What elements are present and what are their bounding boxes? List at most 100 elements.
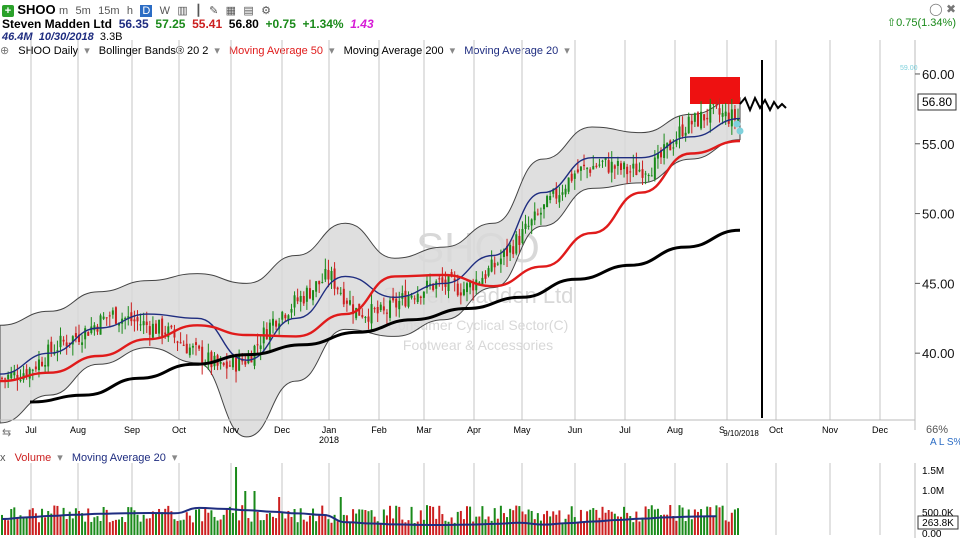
volume-bar xyxy=(373,516,376,535)
candle-body xyxy=(469,282,472,288)
candle-body xyxy=(675,139,678,145)
tf-5m[interactable]: 5m xyxy=(75,5,91,17)
volume-bar xyxy=(410,506,413,535)
volume-bar xyxy=(161,512,164,535)
tf-15m[interactable]: 15m xyxy=(98,5,120,17)
candle-body xyxy=(376,307,379,314)
date-marker-label: 9/10/2018 xyxy=(723,429,759,438)
chart-type-icon[interactable]: ▥ xyxy=(177,5,188,17)
volume-bar xyxy=(87,508,90,535)
candle-body xyxy=(56,350,59,352)
volume-bar xyxy=(118,519,121,535)
volume-bar xyxy=(623,506,626,535)
volume-bar xyxy=(348,521,351,535)
volume-bar xyxy=(145,518,148,535)
volume-bar xyxy=(730,512,733,535)
volume-bar xyxy=(253,491,256,535)
window-icons: ◯ ✖ xyxy=(929,2,956,16)
tf-m[interactable]: m xyxy=(58,5,69,17)
study-daily[interactable]: SHOO Daily xyxy=(18,45,79,57)
candle-body xyxy=(188,347,191,356)
volume-bar xyxy=(675,520,678,535)
candle-body xyxy=(592,166,595,170)
volume-bar xyxy=(444,520,447,535)
tf-w[interactable]: W xyxy=(159,5,171,17)
tf-d[interactable]: D xyxy=(140,5,153,17)
layout-icon[interactable]: ▤ xyxy=(243,5,254,17)
candle-body xyxy=(552,189,555,194)
collapse-icon[interactable]: ⊕ xyxy=(0,45,10,57)
volume-bar xyxy=(447,521,450,535)
volume-ma-line xyxy=(1,506,717,527)
candle-body xyxy=(462,289,465,296)
candle-body xyxy=(558,195,561,203)
right-change-text: 0.75(1.34%) xyxy=(896,17,956,29)
candle-body xyxy=(389,300,392,318)
change-pct: +1.34% xyxy=(302,17,344,31)
candle-body xyxy=(425,280,428,289)
volume-ma-label[interactable]: Moving Average 20 xyxy=(71,452,166,464)
volume-bar xyxy=(13,507,16,535)
volume-bar xyxy=(429,505,432,535)
volume-bar xyxy=(22,517,25,535)
close-icon[interactable]: ✖ xyxy=(945,2,956,16)
settings-icon[interactable]: ⚙ xyxy=(261,5,272,17)
volume-bar xyxy=(247,518,250,535)
candle-body xyxy=(533,211,536,221)
add-icon[interactable]: + xyxy=(2,5,14,17)
candle-body xyxy=(161,318,164,336)
candle-body xyxy=(506,245,509,257)
candle-body xyxy=(623,162,626,170)
price-chart[interactable]: SHOO Steven Madden Ltd Consumer Cyclical… xyxy=(0,40,960,450)
study-ma200[interactable]: Moving Average 200 xyxy=(343,45,444,57)
volume-close-icon[interactable]: x xyxy=(0,452,6,464)
volume-bar xyxy=(259,520,262,535)
candle-icon[interactable]: ┃ xyxy=(195,5,202,17)
volume-label[interactable]: Volume xyxy=(14,452,52,464)
candle-body xyxy=(7,374,10,380)
candle-body xyxy=(616,161,619,167)
study-ma50[interactable]: Moving Average 50 xyxy=(229,45,323,57)
volume-bar xyxy=(210,510,213,535)
volume-bar xyxy=(262,520,265,535)
candle-body xyxy=(370,304,373,324)
candle-body xyxy=(721,112,724,117)
candle-body xyxy=(228,365,231,367)
scale-buttons[interactable]: A L S% xyxy=(930,437,960,448)
volume-bar xyxy=(158,508,161,535)
candle-body xyxy=(542,204,545,210)
candle-body xyxy=(293,295,296,308)
volume-bar xyxy=(231,512,234,535)
volume-bar xyxy=(284,518,287,535)
candle-body xyxy=(102,316,105,319)
year-label: 2018 xyxy=(319,435,339,445)
candle-body xyxy=(336,287,339,290)
candle-body xyxy=(219,361,222,364)
candle-body xyxy=(429,283,432,285)
volume-bar xyxy=(302,519,305,535)
candle-body xyxy=(626,166,629,175)
dot-1 xyxy=(733,120,741,128)
volume-bar xyxy=(308,515,311,535)
candle-body xyxy=(34,366,37,370)
volume-bar xyxy=(549,516,552,535)
candle-body xyxy=(499,258,502,265)
current-price-label: 56.80 xyxy=(922,95,952,109)
candle-body xyxy=(284,314,287,319)
volume-chart[interactable]: 1.5M 1.0M 500.0K 263.8K 0.00 xyxy=(0,463,960,538)
minimize-icon[interactable]: ◯ xyxy=(929,2,943,16)
grid-icon[interactable]: ▦ xyxy=(225,5,237,17)
reset-icon[interactable]: ⇆ xyxy=(2,427,11,439)
draw-icon[interactable]: ✎ xyxy=(209,5,219,17)
study-bb[interactable]: Bollinger Bands® 20 2 xyxy=(98,45,209,57)
candle-body xyxy=(404,290,407,307)
study-ma20[interactable]: Moving Average 20 xyxy=(464,45,559,57)
volume-bar xyxy=(573,517,576,535)
candle-body xyxy=(361,315,364,318)
candle-body xyxy=(490,259,493,272)
volume-bar xyxy=(693,509,696,535)
volume-bar xyxy=(515,505,518,535)
candle-body xyxy=(515,234,518,254)
ticker-symbol[interactable]: SHOO xyxy=(17,2,56,17)
tf-h[interactable]: h xyxy=(126,5,133,17)
